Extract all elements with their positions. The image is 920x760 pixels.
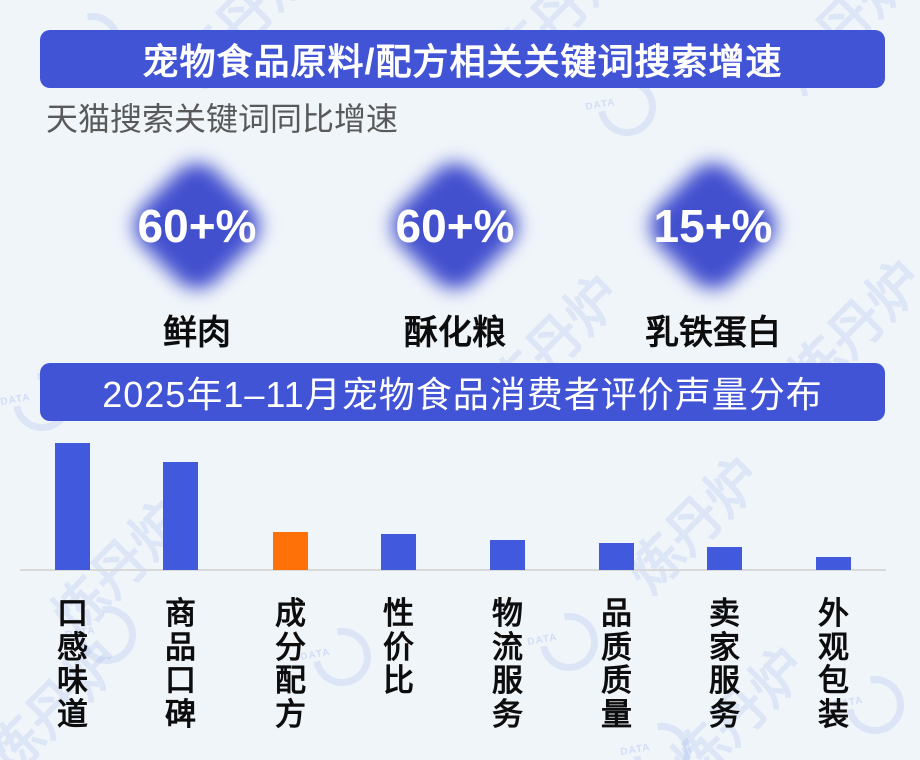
stat-value: 60+% xyxy=(137,200,257,252)
bar-chart-title: 2025年1–11月宠物食品消费者评价声量分布 xyxy=(102,374,823,415)
x-axis-line xyxy=(20,569,886,571)
stat-value: 60+% xyxy=(395,200,515,252)
bar xyxy=(273,532,308,570)
bar xyxy=(381,534,416,570)
stat-item-fresh-meat: 60+% 鲜肉 xyxy=(117,150,277,360)
bar-label: 物 流 服 务 xyxy=(492,596,523,732)
bar-label: 商 品 口 碑 xyxy=(165,596,196,732)
stat-label: 鲜肉 xyxy=(163,314,231,352)
page-title: 宠物食品原料/配方相关关键词搜索增速 xyxy=(142,41,783,82)
stat-item-lactoferrin: 15+% 乳铁蛋白 xyxy=(633,150,793,360)
bar-chart-banner: 2025年1–11月宠物食品消费者评价声量分布 xyxy=(40,363,885,421)
page-subtitle: 天猫搜索关键词同比增速 xyxy=(46,101,399,137)
bar xyxy=(490,540,525,570)
bar xyxy=(55,443,90,570)
bar-label: 卖 家 服 务 xyxy=(709,596,740,732)
bar-label: 口 感 味 道 xyxy=(57,596,88,732)
stat-item-crisp-food: 60+% 酥化粮 xyxy=(375,150,535,360)
bar-label: 性 价 比 xyxy=(383,596,414,698)
bar xyxy=(163,462,198,570)
bar xyxy=(816,557,851,570)
bar-chart: 口 感 味 道商 品 口 碑成 分 配 方性 价 比物 流 服 务品 质 质 量… xyxy=(0,420,920,760)
watermark-badge-text: DATA xyxy=(0,391,32,408)
bar xyxy=(599,543,634,570)
stat-label: 乳铁蛋白 xyxy=(645,314,781,352)
stat-value: 15+% xyxy=(653,200,773,252)
bar xyxy=(707,547,742,570)
header-banner: 宠物食品原料/配方相关关键词搜索增速 xyxy=(40,30,885,88)
bar-label: 外 观 包 装 xyxy=(818,596,849,732)
bar-label: 成 分 配 方 xyxy=(275,596,306,732)
stat-label: 酥化粮 xyxy=(404,314,506,352)
watermark-badge-text: DATA xyxy=(584,96,617,113)
bar-label: 品 质 质 量 xyxy=(601,596,632,732)
